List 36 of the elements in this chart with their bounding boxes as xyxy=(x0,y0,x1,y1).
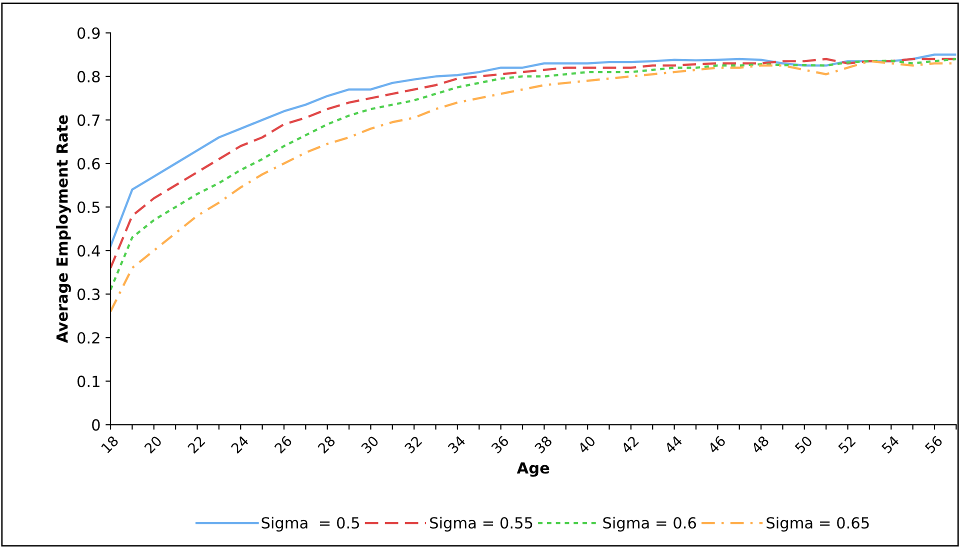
x-tick-label: 18 xyxy=(100,435,119,454)
x-tick-label: 48 xyxy=(750,435,770,454)
x-tick-label: 46 xyxy=(707,435,726,454)
x-axis-title: Age xyxy=(516,462,550,477)
x-tick-label: 40 xyxy=(577,435,596,454)
x-tick-label: 56 xyxy=(924,435,943,454)
x-tick-label: 50 xyxy=(794,435,813,454)
y-tick-label: 0.8 xyxy=(78,70,100,82)
y-tick-label: 0.1 xyxy=(78,376,100,388)
y-axis-title: Average Employment Rate xyxy=(56,115,71,343)
x-tick-label: 22 xyxy=(187,436,206,454)
x-tick-label: 52 xyxy=(838,436,856,454)
y-tick-label: 0.7 xyxy=(78,114,100,126)
x-tick-label: 44 xyxy=(664,435,683,454)
x-tick-label: 36 xyxy=(490,435,510,454)
y-tick-label: 0.9 xyxy=(78,27,100,39)
y-tick-label: 0.3 xyxy=(78,288,100,300)
x-tick-label: 28 xyxy=(317,435,336,454)
legend-label: Sigma = 0.5 xyxy=(262,516,359,532)
y-tick-label: 0 xyxy=(92,419,100,431)
legend-label: Sigma = 0.6 xyxy=(603,516,696,532)
legend-label: Sigma = 0.55 xyxy=(430,516,532,532)
y-tick-label: 0.5 xyxy=(78,201,100,214)
x-tick-label: 42 xyxy=(620,436,639,454)
x-tick-label: 34 xyxy=(447,435,466,454)
y-tick-label: 0.4 xyxy=(78,245,100,257)
x-tick-label: 54 xyxy=(881,435,900,454)
x-tick-label: 38 xyxy=(534,435,553,454)
x-tick-label: 26 xyxy=(274,435,292,454)
x-tick-label: 20 xyxy=(144,435,162,454)
x-tick-label: 30 xyxy=(360,435,380,454)
x-tick-label: 32 xyxy=(404,436,422,454)
y-tick-label: 0.6 xyxy=(78,158,100,170)
x-tick-label: 24 xyxy=(230,435,250,454)
legend-label: Sigma = 0.65 xyxy=(766,516,869,532)
y-tick-label: 0.2 xyxy=(78,332,100,344)
